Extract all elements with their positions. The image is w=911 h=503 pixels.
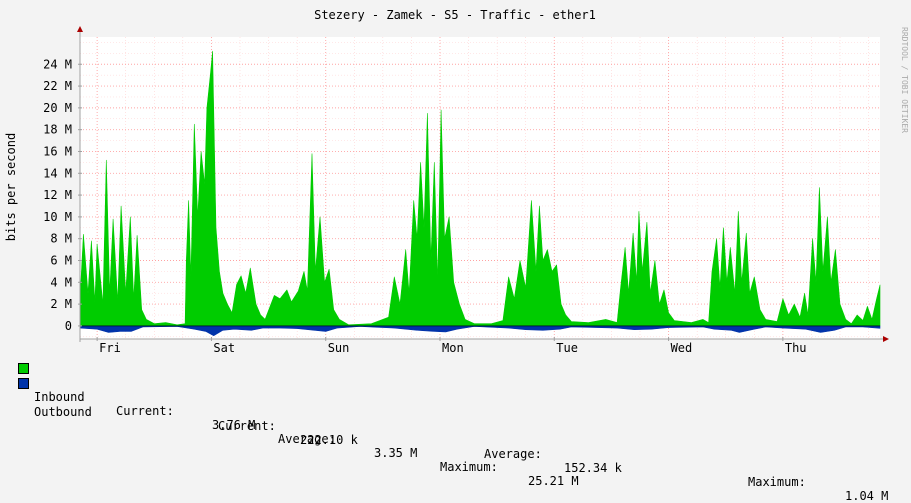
y-tick-label: 14 M xyxy=(43,166,72,180)
y-tick-label: 16 M xyxy=(43,144,72,158)
x-tick-label: Fri xyxy=(99,341,121,355)
x-tick-label: Mon xyxy=(442,341,464,355)
y-tick-label: 0 xyxy=(65,319,72,333)
legend-outbound: Outbound Current: 222.10 k Average: 152.… xyxy=(0,377,911,503)
outbound-maximum-label: Maximum: xyxy=(748,475,806,489)
watermark: RRDTOOL / TOBI OETIKER xyxy=(900,27,909,133)
chart-title: Stezery - Zamek - S5 - Traffic - ether1 xyxy=(314,8,596,22)
outbound-label: Outbound xyxy=(34,405,92,419)
y-tick-label: 10 M xyxy=(43,210,72,224)
y-tick-label: 2 M xyxy=(50,297,72,311)
x-axis-arrow xyxy=(883,336,889,342)
x-tick-label: Sat xyxy=(213,341,235,355)
y-axis-arrow xyxy=(77,26,83,32)
y-tick-label: 18 M xyxy=(43,123,72,137)
outbound-current-label: Current: xyxy=(218,419,276,433)
outbound-maximum-value: 1.04 M xyxy=(845,489,889,503)
y-axis-label: bits per second xyxy=(4,133,18,241)
y-tick-label: 22 M xyxy=(43,79,72,93)
y-tick-label: 8 M xyxy=(50,232,72,246)
outbound-area xyxy=(79,325,881,336)
outbound-current-value: 222.10 k xyxy=(300,433,358,447)
y-tick-label: 20 M xyxy=(43,101,72,115)
x-tick-label: Tue xyxy=(556,341,578,355)
outbound-swatch xyxy=(18,378,29,389)
y-tick-label: 6 M xyxy=(50,254,72,268)
inbound-area xyxy=(79,50,881,327)
x-tick-label: Sun xyxy=(328,341,350,355)
y-tick-label: 12 M xyxy=(43,188,72,202)
x-tick-label: Thu xyxy=(785,341,807,355)
traffic-chart: Stezery - Zamek - S5 - Traffic - ether1 … xyxy=(4,8,909,355)
outbound-average-label: Average: xyxy=(484,447,542,461)
inbound-swatch xyxy=(18,363,29,374)
y-tick-label: 24 M xyxy=(43,57,72,71)
outbound-average-value: 152.34 k xyxy=(564,461,622,475)
x-tick-label: Wed xyxy=(671,341,693,355)
y-tick-label: 4 M xyxy=(50,275,72,289)
